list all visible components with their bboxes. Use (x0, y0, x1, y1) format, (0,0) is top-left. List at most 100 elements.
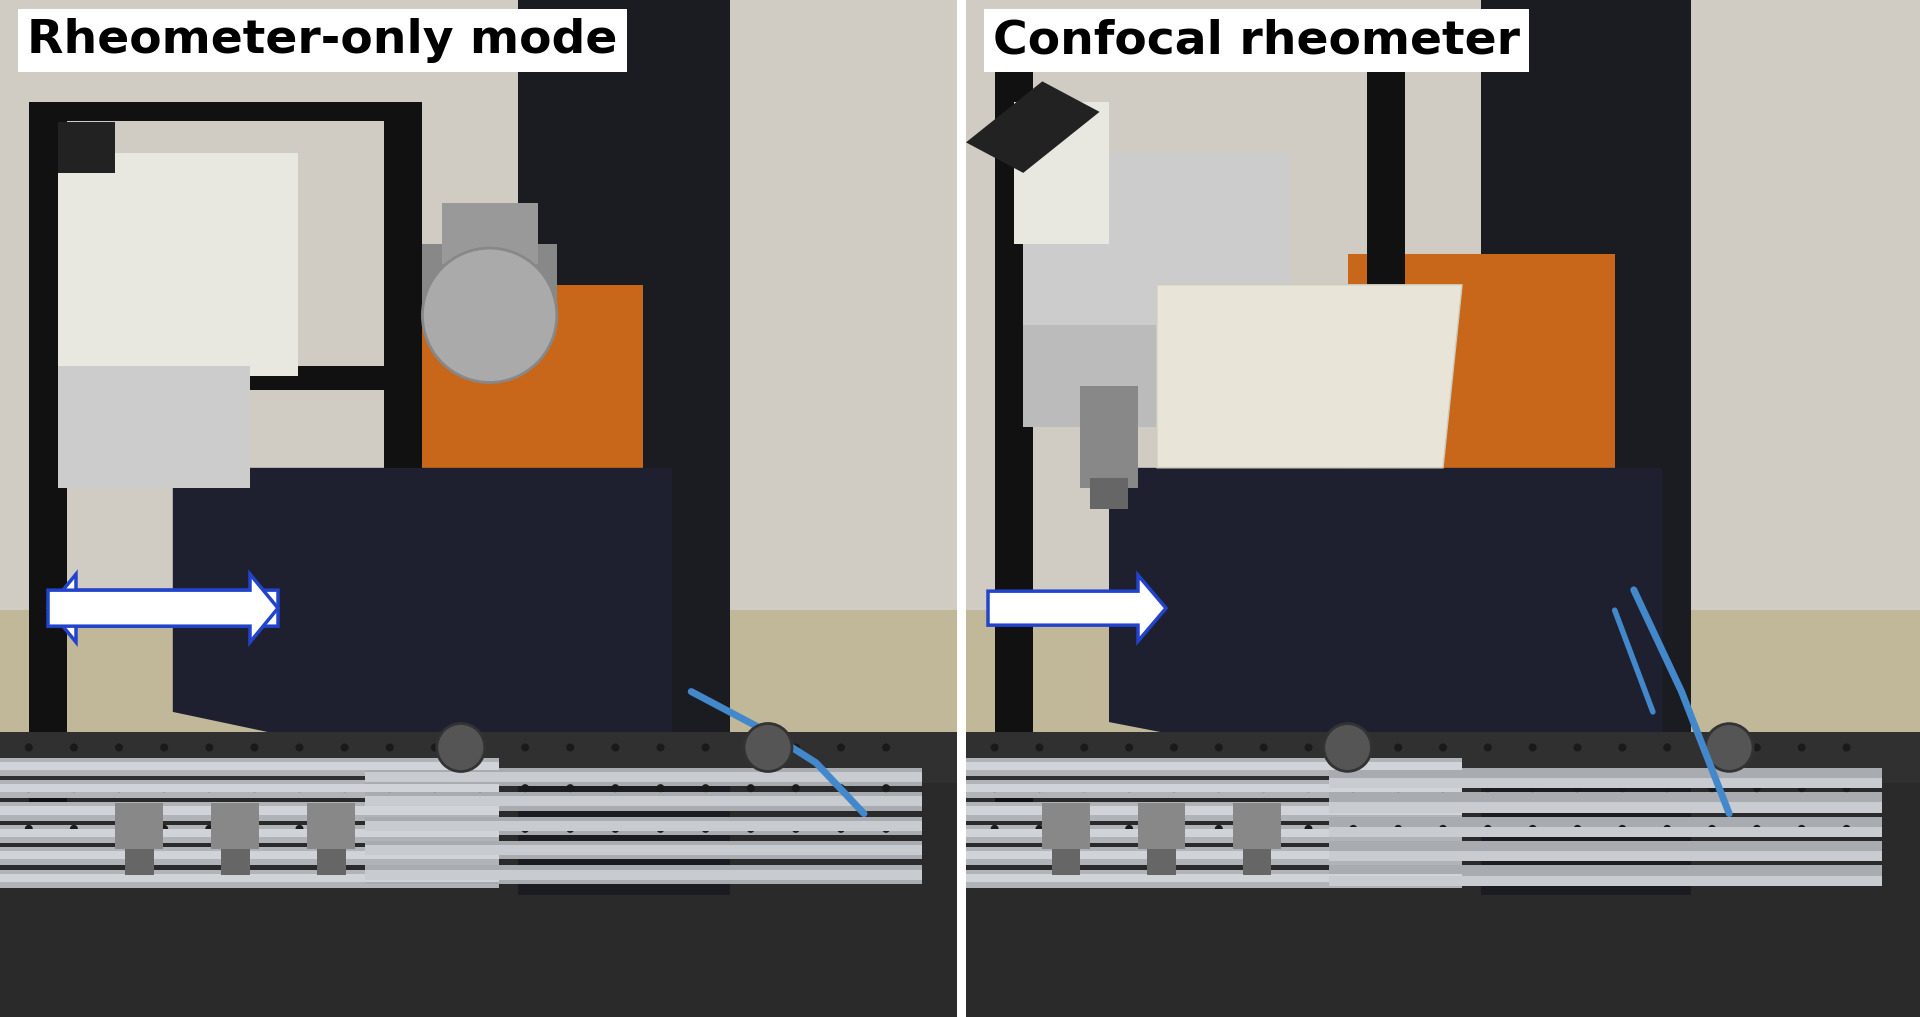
Bar (0, 732, 960, 783)
Bar (365, 772, 922, 782)
Circle shape (566, 825, 574, 833)
Bar (1091, 478, 1129, 508)
Text: Rheometer-only mode: Rheometer-only mode (27, 18, 618, 63)
Bar (0, 784, 499, 792)
Circle shape (991, 825, 998, 833)
Circle shape (296, 825, 303, 833)
Circle shape (1438, 784, 1448, 792)
Bar (1329, 865, 1882, 884)
Circle shape (159, 743, 169, 752)
Circle shape (1081, 784, 1089, 792)
Circle shape (1394, 784, 1402, 792)
Circle shape (520, 825, 530, 833)
Circle shape (1260, 784, 1267, 792)
Bar (966, 870, 1463, 888)
Bar (966, 758, 1463, 776)
Circle shape (476, 784, 484, 792)
Circle shape (1394, 743, 1402, 752)
Circle shape (1081, 825, 1089, 833)
Bar (966, 610, 1920, 1017)
Circle shape (1843, 784, 1851, 792)
Bar (1329, 817, 1882, 835)
Circle shape (566, 784, 574, 792)
Circle shape (25, 784, 33, 792)
Circle shape (25, 825, 33, 833)
Circle shape (1260, 743, 1267, 752)
Circle shape (1709, 743, 1716, 752)
Bar (317, 849, 346, 875)
Polygon shape (966, 81, 1100, 173)
Bar (1081, 386, 1139, 488)
Circle shape (657, 784, 664, 792)
Circle shape (837, 784, 845, 792)
Bar (422, 244, 557, 305)
Circle shape (1260, 825, 1267, 833)
Circle shape (296, 743, 303, 752)
Bar (966, 762, 1463, 770)
Circle shape (1169, 825, 1179, 833)
Circle shape (1574, 825, 1582, 833)
Circle shape (1663, 784, 1670, 792)
Bar (966, 829, 1463, 837)
Circle shape (159, 784, 169, 792)
Bar (1014, 102, 1110, 244)
Bar (0, 732, 960, 1017)
Bar (0, 874, 499, 882)
Circle shape (1438, 743, 1448, 752)
Bar (365, 768, 922, 786)
Circle shape (1215, 743, 1223, 752)
Circle shape (1350, 825, 1357, 833)
Bar (966, 0, 1920, 692)
Circle shape (69, 743, 79, 752)
Circle shape (115, 784, 123, 792)
Circle shape (205, 784, 213, 792)
Text: Confocal rheometer: Confocal rheometer (993, 18, 1521, 63)
Bar (58, 153, 298, 376)
Bar (518, 0, 730, 895)
Circle shape (657, 743, 664, 752)
Circle shape (1125, 784, 1133, 792)
Circle shape (701, 743, 710, 752)
Bar (0, 0, 960, 692)
Bar (0, 762, 499, 770)
Bar (1367, 51, 1405, 641)
Circle shape (991, 784, 998, 792)
Circle shape (1304, 743, 1313, 752)
Circle shape (611, 743, 620, 752)
Circle shape (386, 784, 394, 792)
Circle shape (791, 784, 801, 792)
Circle shape (791, 825, 801, 833)
Bar (966, 847, 1463, 865)
Circle shape (1797, 784, 1805, 792)
Bar (365, 870, 922, 880)
Bar (0, 802, 499, 821)
Bar (956, 0, 964, 1017)
Circle shape (159, 825, 169, 833)
Bar (1023, 153, 1290, 336)
Bar (1023, 325, 1233, 427)
Bar (29, 102, 413, 121)
Circle shape (611, 784, 620, 792)
Circle shape (1438, 825, 1448, 833)
Circle shape (1125, 743, 1133, 752)
Circle shape (1528, 784, 1536, 792)
Bar (966, 784, 1463, 792)
Bar (384, 102, 422, 661)
Bar (1329, 876, 1882, 886)
Circle shape (881, 743, 891, 752)
Bar (1329, 768, 1882, 786)
Bar (1052, 849, 1081, 875)
Bar (365, 817, 922, 835)
Circle shape (1394, 825, 1402, 833)
Circle shape (747, 784, 755, 792)
Bar (966, 851, 1463, 859)
Bar (29, 102, 67, 814)
Bar (365, 845, 922, 855)
Circle shape (1350, 784, 1357, 792)
Bar (0, 851, 499, 859)
Circle shape (340, 743, 349, 752)
Circle shape (791, 743, 801, 752)
Circle shape (1215, 784, 1223, 792)
Circle shape (1484, 743, 1492, 752)
Bar (1329, 841, 1882, 859)
